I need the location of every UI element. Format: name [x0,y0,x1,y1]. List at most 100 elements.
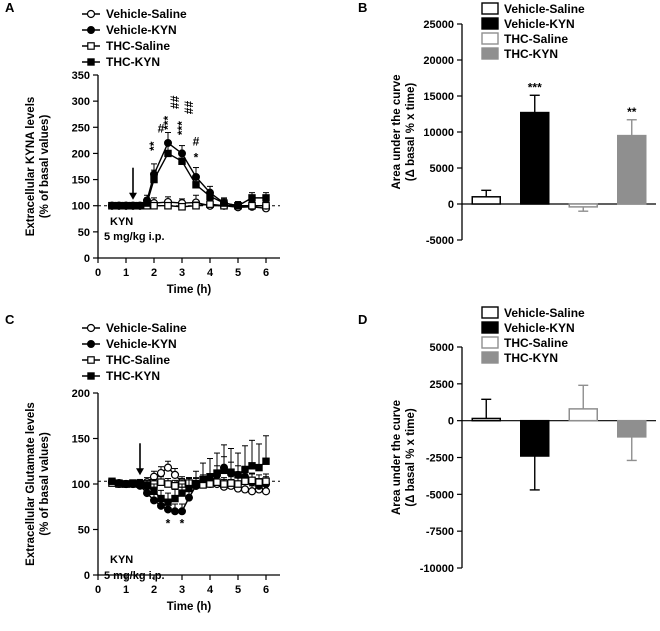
legend-marker [87,340,95,348]
legend-swatch [481,2,499,15]
panel-label: A [5,0,15,15]
data-point [262,457,270,465]
panel-label: D [358,312,367,327]
legend-label: Vehicle-KYN [504,321,575,335]
x-tick-label: 5 [235,584,241,596]
data-point [255,478,263,486]
y-tick-label: -2500 [426,453,454,465]
y-tick-label: 200 [72,148,90,160]
data-point [150,201,158,210]
legend-label: THC-KYN [106,55,160,69]
data-point [185,493,193,502]
series-line [112,152,266,207]
data-point [227,468,235,476]
data-point [143,199,151,207]
y-axis-label: Area under the curve [391,400,403,515]
data-point [220,199,228,207]
bar-vehicle-saline [471,196,501,205]
data-point [178,489,186,497]
legend-label: THC-KYN [504,47,558,61]
data-point [164,149,172,158]
legend-label: Vehicle-KYN [106,23,177,37]
legend-label: Vehicle-Saline [504,306,585,320]
data-point [129,202,137,210]
significance-mark: ## [182,101,196,115]
panel-d: D -10000 -7500 -5000 -2500 0 2500 5000 Area unde… [358,306,656,575]
data-point [262,194,270,202]
significance-mark: *** [175,121,189,135]
series-thc-kyn [108,435,270,506]
x-tick-label: 3 [179,267,185,279]
legend-swatch [481,47,499,60]
data-point [143,482,151,490]
x-tick-label: 5 [235,267,241,279]
data-point [143,489,151,498]
data-point [206,473,214,481]
data-point [262,201,270,210]
y-tick-label: -7500 [426,526,454,538]
data-point [156,468,166,478]
y-axis-label-units: (% of basal values) [39,432,51,536]
legend-marker [87,58,95,66]
series-thc-kyn [108,143,270,210]
legend-marker [87,372,95,380]
y-tick-label: 0 [448,416,454,428]
panel-a: A 0 50 100 150 200 250 300 350 0 1 2 3 4 5 6 Time (h) Ext… [5,0,280,296]
bar-thc-kyn [617,134,647,205]
data-point [234,202,242,210]
x-tick-label: 6 [263,584,269,596]
legend-label: THC-KYN [106,369,160,383]
y-tick-label: -5000 [426,235,454,247]
y-tick-label: -5000 [426,489,454,501]
data-point [122,202,130,210]
legend-label: THC-Saline [504,32,568,46]
data-point [234,471,242,479]
panel-label: C [5,312,15,327]
data-point [255,463,263,472]
data-point [150,496,158,505]
legend-marker [86,323,96,333]
y-tick-label: 150 [72,175,90,187]
bar-thc-saline [568,203,598,208]
significance-mark: * [194,150,199,164]
significance-mark: *** [161,116,175,130]
data-point [115,479,123,487]
data-point [248,194,256,202]
data-point [136,202,144,210]
data-point [248,476,256,485]
data-point [234,480,242,488]
y-tick-label: 300 [72,96,90,108]
data-point [122,480,130,488]
y-axis-label-units: (Δ basal % x time) [405,83,417,182]
data-point [192,181,200,189]
data-point [157,478,165,486]
y-axis-label-units: (Δ basal % x time) [405,408,417,507]
y-tick-label: 0 [448,199,454,211]
y-tick-label: 25000 [423,19,454,31]
data-point [171,494,179,503]
data-point [178,157,186,165]
legend-marker [87,356,95,364]
data-point [262,477,270,486]
y-tick-label: 350 [72,70,90,82]
legend-label: Vehicle-KYN [106,337,177,351]
bar-vehicle-kyn [520,111,550,205]
legend-label: THC-Saline [106,353,170,367]
x-tick-label: 0 [95,584,101,596]
significance-mark: ## [168,95,182,109]
data-point [164,505,172,514]
data-point [192,201,200,210]
panel-label: B [358,0,367,15]
x-tick-label: 3 [179,584,185,596]
data-point [220,480,228,488]
legend-swatch [481,351,499,364]
legend-label: Vehicle-Saline [504,2,585,16]
data-point [163,463,173,472]
data-point [157,494,165,503]
y-tick-label: -10000 [420,563,454,575]
significance-mark: # [193,135,200,149]
legend-label: Vehicle-KYN [504,17,575,31]
y-axis-label: Extracellular KYNA levels [25,97,37,237]
data-point [227,479,235,487]
